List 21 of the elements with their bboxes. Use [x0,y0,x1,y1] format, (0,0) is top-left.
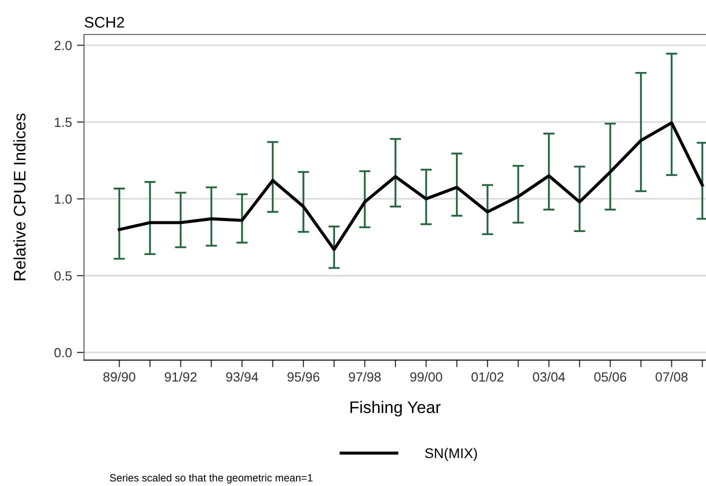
x-axis-title: Fishing Year [350,400,441,416]
y-tick-label: 0.0 [54,348,72,358]
y-tick-label: 1.5 [54,118,72,127]
x-tick-label: 07/08 [656,372,688,382]
legend-label: SN(MIX) [425,448,477,461]
x-tick-label: 03/04 [532,372,566,382]
y-tick-label: 0.5 [54,271,72,281]
x-tick-label: 95/96 [288,372,320,382]
x-tick-label: 05/06 [594,372,626,382]
x-tick-label: 99/00 [410,372,442,382]
x-tick-label: 93/94 [226,372,258,382]
y-axis-title: Relative CPUE Indices [13,114,26,280]
line-series [118,121,704,252]
x-tick-label: 97/98 [348,372,381,382]
x-tick-label: 91/92 [164,372,197,382]
y-tick-label: 2.0 [54,40,72,50]
y-tick-label: 1.0 [54,194,72,204]
chart-title: SCH2 [84,16,124,28]
x-tick-label: 01/02 [472,372,504,382]
x-tick-label: 89/90 [103,372,136,382]
text: Series scaled so that the geometric mean=1 [110,474,312,484]
